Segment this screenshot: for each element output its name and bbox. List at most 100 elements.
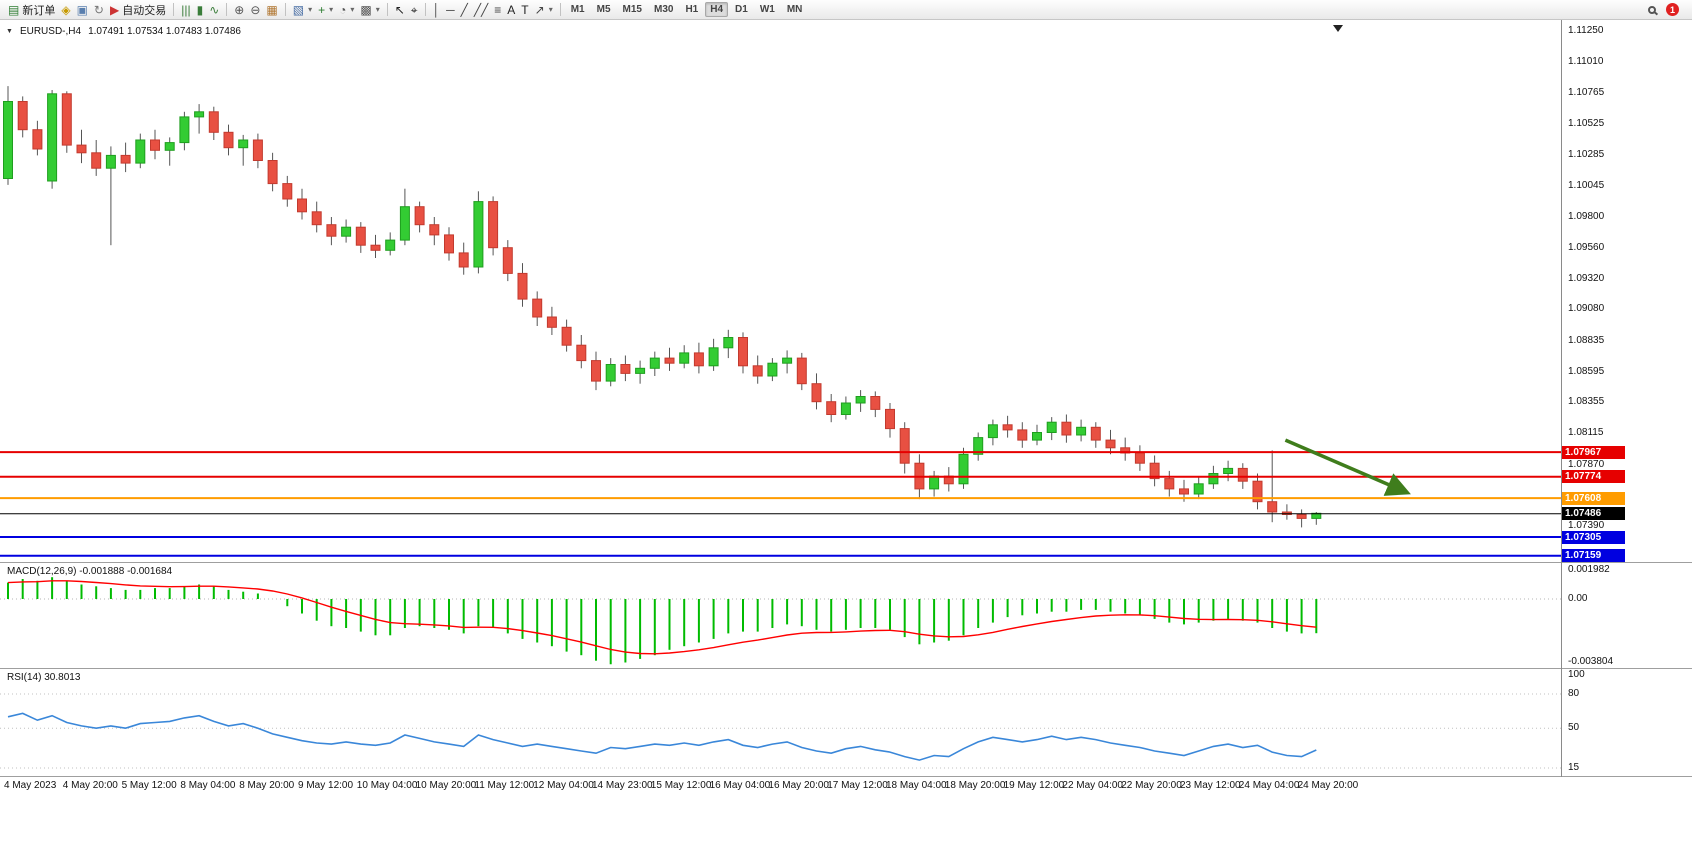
search-icon[interactable] [1648, 5, 1656, 14]
dropdown-caret-icon[interactable]: ▾ [329, 5, 334, 14]
rsi-line [7, 712, 1317, 761]
dropdown-caret-icon[interactable]: ▾ [308, 5, 313, 14]
candle-body [605, 364, 616, 382]
candle-body [414, 206, 425, 226]
dropdown-caret-icon[interactable]: ▾ [548, 5, 553, 14]
timeframe-m5-button[interactable]: M5 [596, 4, 611, 15]
zoom-out-button[interactable]: ⊖ [247, 3, 263, 17]
candle-body [311, 211, 322, 226]
new-order-button[interactable]: ▤ 新订单 [5, 1, 58, 19]
new-chart-icon: ▧ [292, 2, 305, 17]
rsi-axis[interactable]: 100 80 50 15 [1561, 669, 1692, 776]
chart-title: ▼ EURUSD-,H4 1.07491 1.07534 1.07483 1.0… [6, 26, 241, 37]
timeframe-h4-button[interactable]: H4 [705, 2, 729, 17]
timeframe-h1-button[interactable]: H1 [685, 4, 699, 15]
print-button[interactable]: ▣ [74, 3, 91, 17]
price-axis-label: 1.07390 [1568, 520, 1605, 532]
time-axis[interactable]: 4 May 2023 4 May 20:00 5 May 12:00 8 May 04… [0, 778, 1692, 796]
line-chart-icon: ∿ [209, 2, 220, 17]
main-price-pane[interactable] [0, 22, 1561, 562]
text-button[interactable]: A [504, 3, 518, 17]
zoom-out-icon: ⊖ [250, 2, 261, 17]
refresh-icon: ↻ [93, 2, 104, 17]
cursor-button[interactable]: ↖ [392, 3, 408, 17]
price-axis-label: 1.08595 [1568, 365, 1605, 377]
pane-separator[interactable] [0, 668, 1692, 669]
pane-separator[interactable] [0, 776, 1692, 777]
price-axis-label: 1.09800 [1568, 211, 1605, 222]
macd-signal-line [7, 580, 1317, 655]
crosshair-button[interactable]: ⌖ [408, 3, 421, 17]
candle-body [17, 101, 28, 131]
templates-button[interactable]: ▩ ▾ [357, 3, 382, 17]
price-axis-label: 1.08355 [1568, 396, 1605, 408]
line-chart-button[interactable]: ∿ [206, 3, 222, 17]
candle-body [47, 93, 58, 182]
time-axis-label: 22 May 20:00 [1121, 780, 1182, 791]
candle-body [1252, 480, 1263, 503]
tile-windows-icon: ▦ [266, 2, 278, 17]
chart-shift-marker[interactable] [1333, 25, 1343, 32]
candle-body [135, 139, 146, 164]
dropdown-caret-icon[interactable]: ▾ [350, 5, 355, 14]
trendline-icon: ╱ [460, 2, 468, 17]
indicators-button[interactable]: + ▾ [315, 3, 336, 17]
rsi-pane[interactable] [0, 669, 1561, 776]
fibonacci-icon: ≡ [494, 2, 502, 17]
autotrade-button[interactable]: ▶ 自动交易 [107, 1, 169, 19]
timeframe-m1-button[interactable]: M1 [570, 4, 585, 15]
horizontal-line-button[interactable]: ─ [443, 3, 458, 17]
candle-body [1223, 467, 1234, 474]
price-axis-label: 1.08835 [1568, 334, 1605, 346]
dropdown-caret-icon[interactable]: ▾ [375, 5, 380, 14]
refresh-button[interactable]: ↻ [91, 3, 107, 17]
candle-body [1090, 426, 1101, 441]
price-axis[interactable]: 1.11250 1.11010 1.10765 1.10525 1.10285 1.100… [1561, 22, 1692, 563]
toolbar-right: 1 [1648, 3, 1687, 16]
arrows-button[interactable]: ↗ ▾ [532, 3, 556, 17]
timeframe-m30-button[interactable]: M30 [653, 4, 674, 15]
navigator-button[interactable]: ◈ [58, 3, 73, 17]
candle-body [679, 352, 690, 364]
trend-arrow-object[interactable] [1284, 438, 1411, 496]
candle-body [238, 139, 249, 149]
pane-separator[interactable] [0, 562, 1692, 563]
fibonacci-button[interactable]: ≡ [491, 3, 504, 17]
text-label-button[interactable]: T [518, 3, 531, 17]
timeframe-w1-button[interactable]: W1 [759, 4, 775, 15]
candle-body [870, 396, 881, 410]
arrows-icon: ↗ [534, 2, 545, 17]
timeframe-m15-button[interactable]: M15 [622, 4, 642, 15]
tile-windows-button[interactable]: ▦ [263, 3, 280, 17]
price-axis-label: 1.09320 [1568, 272, 1605, 284]
time-axis-label: 17 May 12:00 [827, 780, 888, 791]
candle-body [341, 226, 352, 237]
candle-body [399, 206, 410, 241]
zoom-in-button[interactable]: ⊕ [231, 3, 247, 17]
price-level-tag: 1.07305 [1561, 530, 1625, 544]
notification-badge[interactable]: 1 [1666, 3, 1679, 16]
text-icon: A [507, 2, 516, 17]
vertical-line-icon: │ [432, 2, 441, 17]
macd-pane[interactable] [0, 563, 1561, 668]
new-order-icon: ▤ [8, 2, 20, 17]
macd-axis[interactable]: 0.001982 0.00 -0.003804 [1561, 563, 1692, 668]
bar-chart-button[interactable]: ||| [178, 3, 193, 17]
candle-body [708, 347, 719, 367]
oneclick-expand-icon[interactable]: ▼ [6, 28, 13, 35]
equidistant-channel-button[interactable]: ╱╱ [471, 3, 491, 17]
candle-body [620, 364, 631, 374]
candlestick-chart-button[interactable]: ▮ [194, 3, 207, 17]
periods-button[interactable]: ◔ ▾ [336, 3, 357, 17]
trendline-button[interactable]: ╱ [458, 3, 471, 17]
new-chart-button[interactable]: ▧ ▾ [290, 3, 315, 17]
macd-indicator-label: MACD(12,26,9) -0.001888 -0.001684 [7, 566, 173, 577]
time-axis-label: 15 May 12:00 [650, 780, 712, 791]
candle-body [561, 326, 572, 346]
vertical-line-button[interactable]: │ [430, 3, 444, 17]
time-axis-label: 5 May 12:00 [121, 780, 177, 791]
timeframe-d1-button[interactable]: D1 [735, 4, 748, 15]
candle-body [546, 316, 557, 328]
chart-window: ▼ EURUSD-,H4 1.07491 1.07534 1.07483 1.0… [0, 20, 1692, 858]
timeframe-mn-button[interactable]: MN [786, 4, 803, 15]
